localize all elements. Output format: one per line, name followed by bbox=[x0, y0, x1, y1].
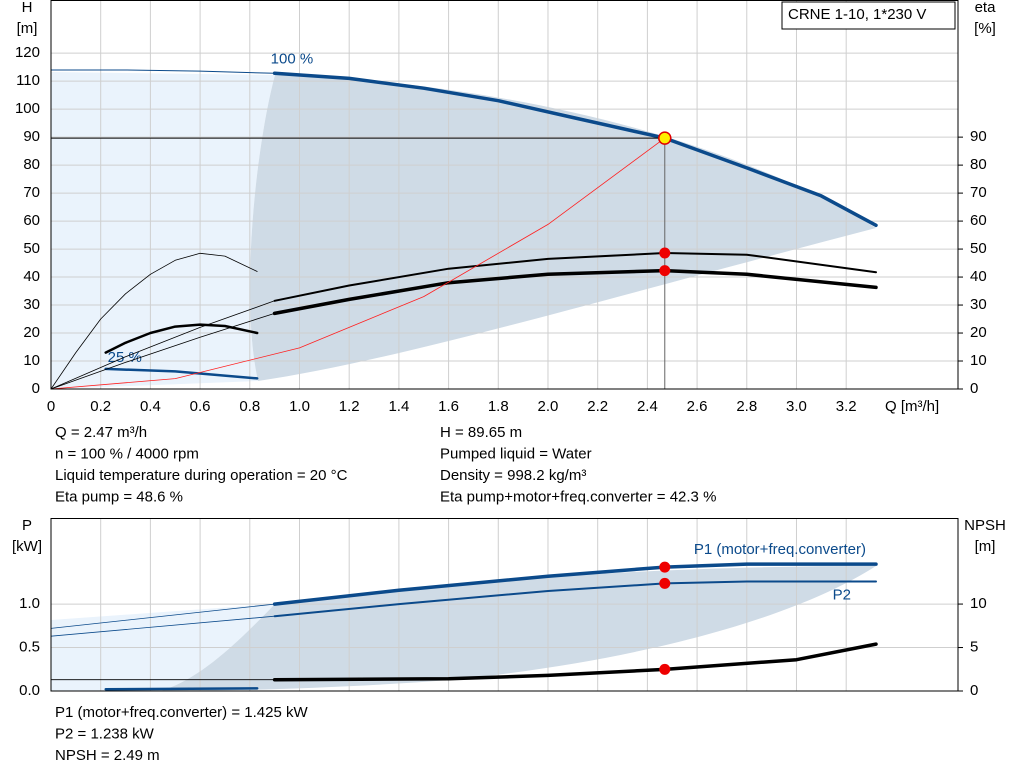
y2-axis-label: NPSH bbox=[964, 517, 1006, 534]
y2-tick-label: 0 bbox=[970, 682, 978, 699]
x-tick-label: 2.8 bbox=[736, 398, 757, 415]
x-tick-label: 2.2 bbox=[587, 398, 608, 415]
y-tick-label: 0 bbox=[32, 380, 40, 397]
curve bbox=[273, 252, 877, 302]
x-tick-label: 0.4 bbox=[140, 398, 161, 415]
y2-tick-label: 70 bbox=[970, 184, 987, 201]
x-tick-label: 1.8 bbox=[488, 398, 509, 415]
x-tick-label: 1.0 bbox=[289, 398, 310, 415]
x-tick-label: 0.2 bbox=[90, 398, 111, 415]
info-text: Eta pump+motor+freq.converter = 42.3 % bbox=[440, 488, 716, 505]
y2-axis-label: [m] bbox=[975, 538, 996, 555]
y-tick-label: 70 bbox=[23, 184, 40, 201]
x-tick-label: 3.0 bbox=[786, 398, 807, 415]
y-tick-label: 10 bbox=[23, 352, 40, 369]
curve bbox=[50, 300, 275, 390]
light-region bbox=[51, 72, 275, 389]
curve-label: 100 % bbox=[271, 50, 314, 67]
x-tick-label: 0.8 bbox=[239, 398, 260, 415]
curve bbox=[50, 615, 275, 637]
y-tick-label: 60 bbox=[23, 212, 40, 229]
y2-tick-label: 10 bbox=[970, 595, 987, 612]
curve bbox=[104, 323, 259, 354]
info-text: P1 (motor+freq.converter) = 1.425 kW bbox=[55, 704, 308, 721]
curve bbox=[104, 367, 259, 380]
y-tick-label: 90 bbox=[23, 128, 40, 145]
y2-tick-label: 50 bbox=[970, 240, 987, 257]
y-tick-label: 110 bbox=[16, 72, 40, 89]
curve bbox=[272, 562, 878, 606]
operating-point bbox=[659, 265, 671, 277]
operating-point bbox=[659, 663, 671, 675]
curve bbox=[273, 580, 877, 618]
info-text: NPSH = 2.49 m bbox=[55, 747, 160, 764]
info-text: Liquid temperature during operation = 20… bbox=[55, 467, 348, 484]
curve bbox=[104, 687, 259, 691]
curve bbox=[272, 71, 878, 228]
curve bbox=[50, 252, 258, 390]
info-text: Q = 2.47 m³/h bbox=[55, 424, 147, 441]
y2-tick-label: 60 bbox=[970, 212, 987, 229]
operating-point bbox=[659, 577, 671, 589]
curve bbox=[50, 69, 276, 74]
info-text: Density = 998.2 kg/m³ bbox=[440, 467, 586, 484]
x-tick-label: 2.0 bbox=[538, 398, 559, 415]
x-tick-label: 0 bbox=[47, 398, 55, 415]
info-text: Eta pump = 48.6 % bbox=[55, 488, 183, 505]
y2-tick-label: 0 bbox=[970, 380, 978, 397]
x-tick-label: 3.2 bbox=[836, 398, 857, 415]
operating-point bbox=[659, 247, 671, 259]
dark-region bbox=[249, 75, 876, 381]
info-text: P2 = 1.238 kW bbox=[55, 725, 155, 742]
x-axis-label: Q [m³/h] bbox=[885, 398, 939, 415]
y2-tick-label: 20 bbox=[970, 324, 987, 341]
curve bbox=[272, 642, 878, 682]
y2-tick-label: 30 bbox=[970, 296, 987, 313]
plot-frame bbox=[50, 518, 959, 692]
y-tick-label: 80 bbox=[23, 156, 40, 173]
y-tick-label: 30 bbox=[23, 296, 40, 313]
y-tick-label: 40 bbox=[23, 268, 40, 285]
curve bbox=[50, 137, 666, 390]
y-tick-label: 0.5 bbox=[19, 639, 40, 656]
y-axis-label: H bbox=[22, 0, 33, 16]
curve bbox=[50, 313, 275, 390]
y-tick-label: 1.0 bbox=[19, 595, 40, 612]
y-tick-label: 120 bbox=[15, 44, 40, 61]
x-tick-label: 1.6 bbox=[438, 398, 459, 415]
y-axis-label: P bbox=[22, 517, 32, 534]
y2-tick-label: 5 bbox=[970, 639, 978, 656]
y2-tick-label: 40 bbox=[970, 268, 987, 285]
operating-point bbox=[658, 131, 672, 145]
operating-point bbox=[659, 561, 671, 573]
y2-axis-label: [%] bbox=[974, 20, 996, 37]
info-text: n = 100 % / 4000 rpm bbox=[55, 445, 199, 462]
x-tick-label: 1.4 bbox=[388, 398, 409, 415]
chart-title: CRNE 1-10, 1*230 V bbox=[788, 6, 926, 23]
x-tick-label: 2.4 bbox=[637, 398, 658, 415]
y-axis-label: [m] bbox=[17, 20, 38, 37]
info-text: H = 89.65 m bbox=[440, 424, 522, 441]
title-box bbox=[781, 1, 956, 30]
plot-frame bbox=[50, 0, 959, 390]
operating-region bbox=[51, 72, 876, 389]
curve-label: P2 bbox=[833, 586, 851, 603]
y-tick-label: 0.0 bbox=[19, 682, 40, 699]
curve bbox=[50, 603, 275, 629]
y2-axis-label: eta bbox=[975, 0, 997, 16]
x-tick-label: 1.2 bbox=[339, 398, 360, 415]
y-axis-label: [kW] bbox=[12, 538, 42, 555]
y-tick-label: 20 bbox=[23, 324, 40, 341]
x-tick-label: 2.6 bbox=[687, 398, 708, 415]
y2-tick-label: 80 bbox=[970, 156, 987, 173]
curve bbox=[272, 268, 878, 316]
y-tick-label: 100 bbox=[15, 100, 40, 117]
y2-tick-label: 90 bbox=[970, 128, 987, 145]
y2-tick-label: 10 bbox=[970, 352, 987, 369]
x-tick-label: 0.6 bbox=[190, 398, 211, 415]
info-text: Pumped liquid = Water bbox=[440, 445, 592, 462]
curve-label: P1 (motor+freq.converter) bbox=[694, 541, 866, 558]
y-tick-label: 50 bbox=[23, 240, 40, 257]
